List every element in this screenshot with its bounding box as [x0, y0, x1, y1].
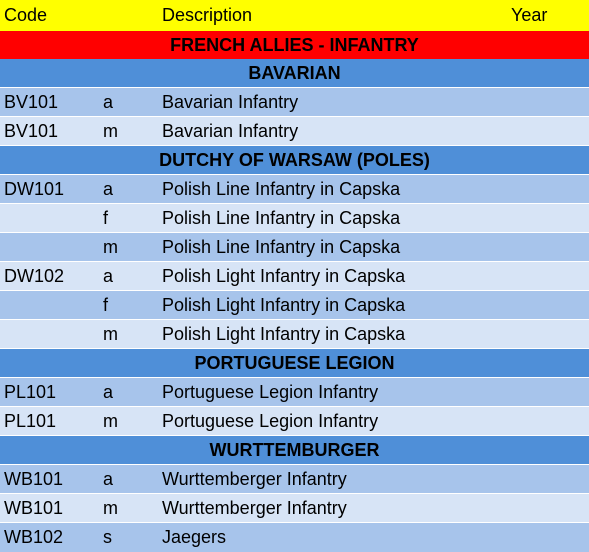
row-code: PL101: [4, 382, 57, 402]
row-variant: a: [103, 179, 114, 199]
row-variant: f: [103, 208, 109, 228]
row-variant: m: [103, 121, 118, 141]
table-row: m Polish Line Infantry in Capska: [0, 233, 589, 261]
row-description: Polish Light Infantry in Capska: [162, 266, 406, 286]
row-description: Polish Line Infantry in Capska: [162, 208, 401, 228]
table-row: DW101 a Polish Line Infantry in Capska: [0, 175, 589, 203]
row-variant: s: [103, 527, 112, 547]
row-code: DW101: [4, 179, 65, 199]
row-code: BV101: [4, 121, 59, 141]
row-variant: a: [103, 266, 114, 286]
group-header-row: DUTCHY OF WARSAW (POLES): [0, 146, 589, 174]
header-code: Code: [4, 5, 48, 25]
row-description: Wurttemberger Infantry: [162, 498, 347, 518]
row-description: Polish Line Infantry in Capska: [162, 237, 401, 257]
group-header-row: BAVARIAN: [0, 59, 589, 87]
row-description: Polish Line Infantry in Capska: [162, 179, 401, 199]
table-row: f Polish Light Infantry in Capska: [0, 291, 589, 319]
row-code: PL101: [4, 411, 57, 431]
row-variant: m: [103, 324, 118, 344]
row-description: Jaegers: [162, 527, 227, 547]
row-variant: a: [103, 469, 114, 489]
row-variant: a: [103, 92, 114, 112]
table-row: PL101 a Portuguese Legion Infantry: [0, 378, 589, 406]
section-title-row: FRENCH ALLIES - INFANTRY: [0, 31, 589, 59]
table-row: m Polish Light Infantry in Capska: [0, 320, 589, 348]
table-row: WB101 a Wurttemberger Infantry: [0, 465, 589, 493]
row-code: WB101: [4, 498, 64, 518]
row-variant: a: [103, 382, 114, 402]
table-row: WB101 m Wurttemberger Infantry: [0, 494, 589, 522]
header-year: Year: [511, 5, 548, 25]
row-variant: m: [103, 237, 118, 257]
row-variant: m: [103, 498, 118, 518]
row-description: Polish Light Infantry in Capska: [162, 324, 406, 344]
row-code: WB102: [4, 527, 64, 547]
group-name: BAVARIAN: [248, 63, 341, 83]
row-code: DW102: [4, 266, 65, 286]
section-title: FRENCH ALLIES - INFANTRY: [170, 35, 419, 55]
group-name: WURTTEMBURGER: [209, 440, 380, 460]
row-description: Portuguese Legion Infantry: [162, 382, 379, 402]
table-row: BV101 a Bavarian Infantry: [0, 88, 589, 116]
group-header-row: PORTUGUESE LEGION: [0, 349, 589, 377]
row-description: Portuguese Legion Infantry: [162, 411, 379, 431]
row-variant: m: [103, 411, 118, 431]
table-row: WB102 s Jaegers: [0, 523, 589, 552]
header-description: Description: [162, 5, 253, 25]
row-code: BV101: [4, 92, 59, 112]
row-description: Polish Light Infantry in Capska: [162, 295, 406, 315]
row-description: Bavarian Infantry: [162, 92, 299, 112]
row-description: Wurttemberger Infantry: [162, 469, 347, 489]
table-row: PL101 m Portuguese Legion Infantry: [0, 407, 589, 435]
group-name: DUTCHY OF WARSAW (POLES): [159, 150, 430, 170]
group-header-row: WURTTEMBURGER: [0, 436, 589, 464]
table-row: DW102 a Polish Light Infantry in Capska: [0, 262, 589, 290]
row-description: Bavarian Infantry: [162, 121, 299, 141]
row-code: WB101: [4, 469, 64, 489]
table-header-row: Code Description Year: [0, 0, 589, 31]
group-name: PORTUGUESE LEGION: [194, 353, 395, 373]
row-variant: f: [103, 295, 109, 315]
table-row: f Polish Line Infantry in Capska: [0, 204, 589, 232]
table-row: BV101 m Bavarian Infantry: [0, 117, 589, 145]
